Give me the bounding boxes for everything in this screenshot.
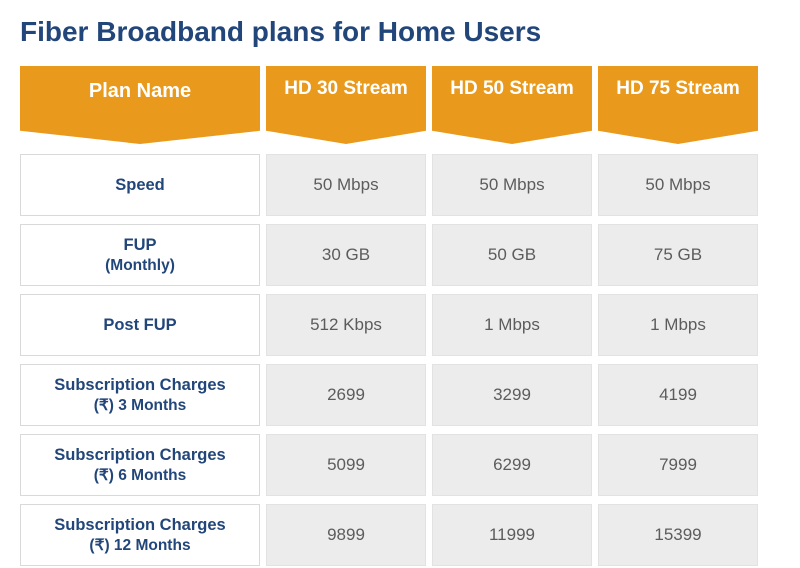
header-plan: HD 75 Stream [598, 66, 758, 122]
row-label: Speed [20, 154, 260, 216]
row-value: 50 Mbps [266, 154, 426, 216]
row-value: 1 Mbps [598, 294, 758, 356]
row-value: 6299 [432, 434, 592, 496]
row-value: 30 GB [266, 224, 426, 286]
row-value: 3299 [432, 364, 592, 426]
row-value: 4199 [598, 364, 758, 426]
row-value: 50 Mbps [432, 154, 592, 216]
row-value: 5099 [266, 434, 426, 496]
row-value: 50 GB [432, 224, 592, 286]
header-plan: HD 30 Stream [266, 66, 426, 122]
row-label: Subscription Charges(₹) 6 Months [20, 434, 260, 496]
row-value: 7999 [598, 434, 758, 496]
row-label: Subscription Charges(₹) 3 Months [20, 364, 260, 426]
row-value: 512 Kbps [266, 294, 426, 356]
row-value: 1 Mbps [432, 294, 592, 356]
row-label: FUP(Monthly) [20, 224, 260, 286]
row-value: 50 Mbps [598, 154, 758, 216]
row-value: 2699 [266, 364, 426, 426]
row-label: Subscription Charges(₹) 12 Months [20, 504, 260, 566]
header-plan: HD 50 Stream [432, 66, 592, 122]
page-title: Fiber Broadband plans for Home Users [20, 16, 780, 48]
row-value: 15399 [598, 504, 758, 566]
row-label: Post FUP [20, 294, 260, 356]
row-value: 11999 [432, 504, 592, 566]
plans-table: Plan NameHD 30 StreamHD 50 StreamHD 75 S… [20, 66, 780, 566]
row-value: 9899 [266, 504, 426, 566]
header-plan-name: Plan Name [20, 66, 260, 122]
row-value: 75 GB [598, 224, 758, 286]
